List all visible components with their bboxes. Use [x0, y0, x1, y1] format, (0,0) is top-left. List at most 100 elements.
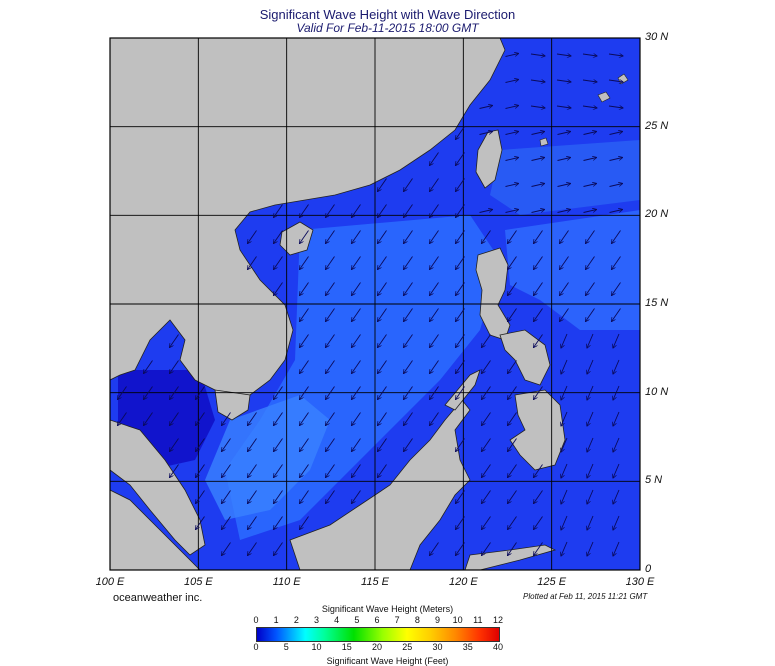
wave-direction-arrow: [534, 516, 543, 530]
wave-direction-arrow: [404, 386, 413, 400]
longitude-label: 100 E: [95, 576, 125, 588]
wave-direction-arrow: [456, 386, 465, 400]
colorbar-meter-tick: 3: [313, 615, 319, 625]
wave-direction-arrow: [508, 308, 517, 322]
colorbar-meter-tick: 1: [273, 615, 279, 625]
colorbar-meter-tick: 7: [394, 615, 400, 625]
wave-direction-arrow: [609, 184, 623, 187]
colorbar-feet-tick: 25: [402, 642, 413, 652]
wave-direction-arrow: [274, 464, 283, 478]
wave-direction-arrow: [508, 256, 517, 270]
wave-direction-arrow: [378, 412, 387, 426]
wave-direction-arrow: [534, 490, 543, 504]
wave-direction-arrow: [378, 178, 387, 192]
wave-direction-arrow: [482, 438, 491, 452]
wave-direction-arrow: [222, 490, 231, 504]
wave-direction-arrow: [613, 385, 620, 400]
wave-direction-arrow: [613, 359, 620, 374]
wave-direction-arrow: [556, 106, 571, 108]
wave-direction-arrow: [118, 412, 127, 426]
wave-direction-arrow: [560, 256, 569, 270]
latitude-label: 15 N: [645, 297, 669, 309]
wave-direction-arrow: [505, 210, 519, 213]
colorbar-feet-tick: 5: [283, 642, 289, 652]
wave-direction-arrow: [557, 132, 571, 135]
longitude-label: 115 E: [361, 576, 389, 588]
wave-direction-arrow: [326, 490, 335, 504]
wave-direction-arrow: [300, 230, 309, 244]
wave-direction-arrow: [587, 515, 594, 530]
latitude-label: 20 N: [645, 208, 669, 221]
wave-direction-arrow: [587, 411, 594, 426]
colorbar-title-feet: Significant Wave Height (Feet): [326, 656, 449, 666]
wave-direction-arrow: [609, 132, 623, 135]
wave-direction-arrow: [613, 437, 620, 452]
wave-direction-arrow: [352, 204, 361, 218]
wave-direction-arrow: [404, 230, 413, 244]
wave-direction-arrow: [248, 230, 257, 244]
wave-direction-arrow: [430, 152, 439, 166]
wave-direction-arrow: [583, 184, 597, 187]
sumatra-land: [110, 489, 201, 570]
wave-direction-arrow: [479, 132, 493, 135]
wave-direction-arrow: [482, 464, 491, 478]
mainland-land: [110, 38, 506, 401]
wave-direction-arrow: [352, 464, 361, 478]
wave-zone-east: [505, 210, 640, 330]
colorbar-feet-tick: 40: [492, 642, 503, 652]
wave-direction-arrow: [170, 360, 179, 374]
wave-direction-arrow: [300, 204, 309, 218]
wave-direction-arrow: [534, 256, 543, 270]
wave-direction-arrow: [404, 178, 413, 192]
wave-direction-arrow: [609, 210, 623, 213]
wave-direction-arrow: [482, 490, 491, 504]
wave-direction-arrow: [326, 308, 335, 322]
malay-peninsula: [110, 419, 206, 556]
hainan-island: [279, 221, 314, 256]
wave-direction-arrow: [326, 412, 335, 426]
wave-direction-arrow: [456, 256, 465, 270]
map-title: Significant Wave Height with Wave Direct…: [259, 7, 516, 22]
wave-direction-arrow: [274, 230, 283, 244]
wave-direction-arrow: [430, 360, 439, 374]
wave-direction-arrow: [482, 230, 491, 244]
wave-direction-arrow: [583, 158, 597, 161]
longitude-label: 110 E: [272, 576, 301, 588]
wave-direction-arrow: [326, 282, 335, 296]
wave-zone-north: [490, 140, 640, 215]
wave-direction-arrow: [456, 360, 465, 374]
colorbar: [256, 627, 500, 642]
wave-direction-arrow: [352, 360, 361, 374]
wave-direction-arrow: [352, 438, 361, 452]
wave-direction-arrow: [248, 542, 257, 556]
wave-direction-arrow: [534, 464, 543, 478]
wave-direction-arrow: [170, 334, 179, 348]
wave-direction-arrow: [300, 334, 309, 348]
wave-direction-arrow: [560, 230, 569, 244]
wave-direction-arrow: [248, 412, 257, 426]
wave-direction-arrow: [531, 210, 545, 213]
wave-direction-arrow: [430, 412, 439, 426]
wave-direction-arrow: [534, 334, 543, 348]
colorbar-meter-tick: 5: [354, 615, 360, 625]
wave-direction-arrow: [508, 490, 517, 504]
wave-direction-arrow: [482, 542, 491, 556]
wave-direction-arrow: [378, 464, 387, 478]
wave-direction-arrow: [170, 412, 179, 426]
wave-direction-arrow: [300, 282, 309, 296]
wave-direction-arrow: [326, 386, 335, 400]
wave-direction-arrow: [300, 516, 309, 530]
wave-direction-arrow: [505, 184, 519, 187]
wave-direction-arrow: [613, 333, 620, 348]
wave-direction-arrow: [378, 282, 387, 296]
wave-direction-arrow: [404, 204, 413, 218]
wave-direction-arrow: [482, 412, 491, 426]
wave-height-map: [109, 37, 641, 571]
wave-direction-arrow: [582, 54, 597, 56]
wave-direction-arrow: [456, 282, 465, 296]
wave-direction-arrow: [404, 412, 413, 426]
wave-direction-arrow: [613, 411, 620, 426]
wave-direction-arrow: [482, 516, 491, 530]
wave-direction-arrow: [326, 256, 335, 270]
wave-direction-arrow: [326, 230, 335, 244]
